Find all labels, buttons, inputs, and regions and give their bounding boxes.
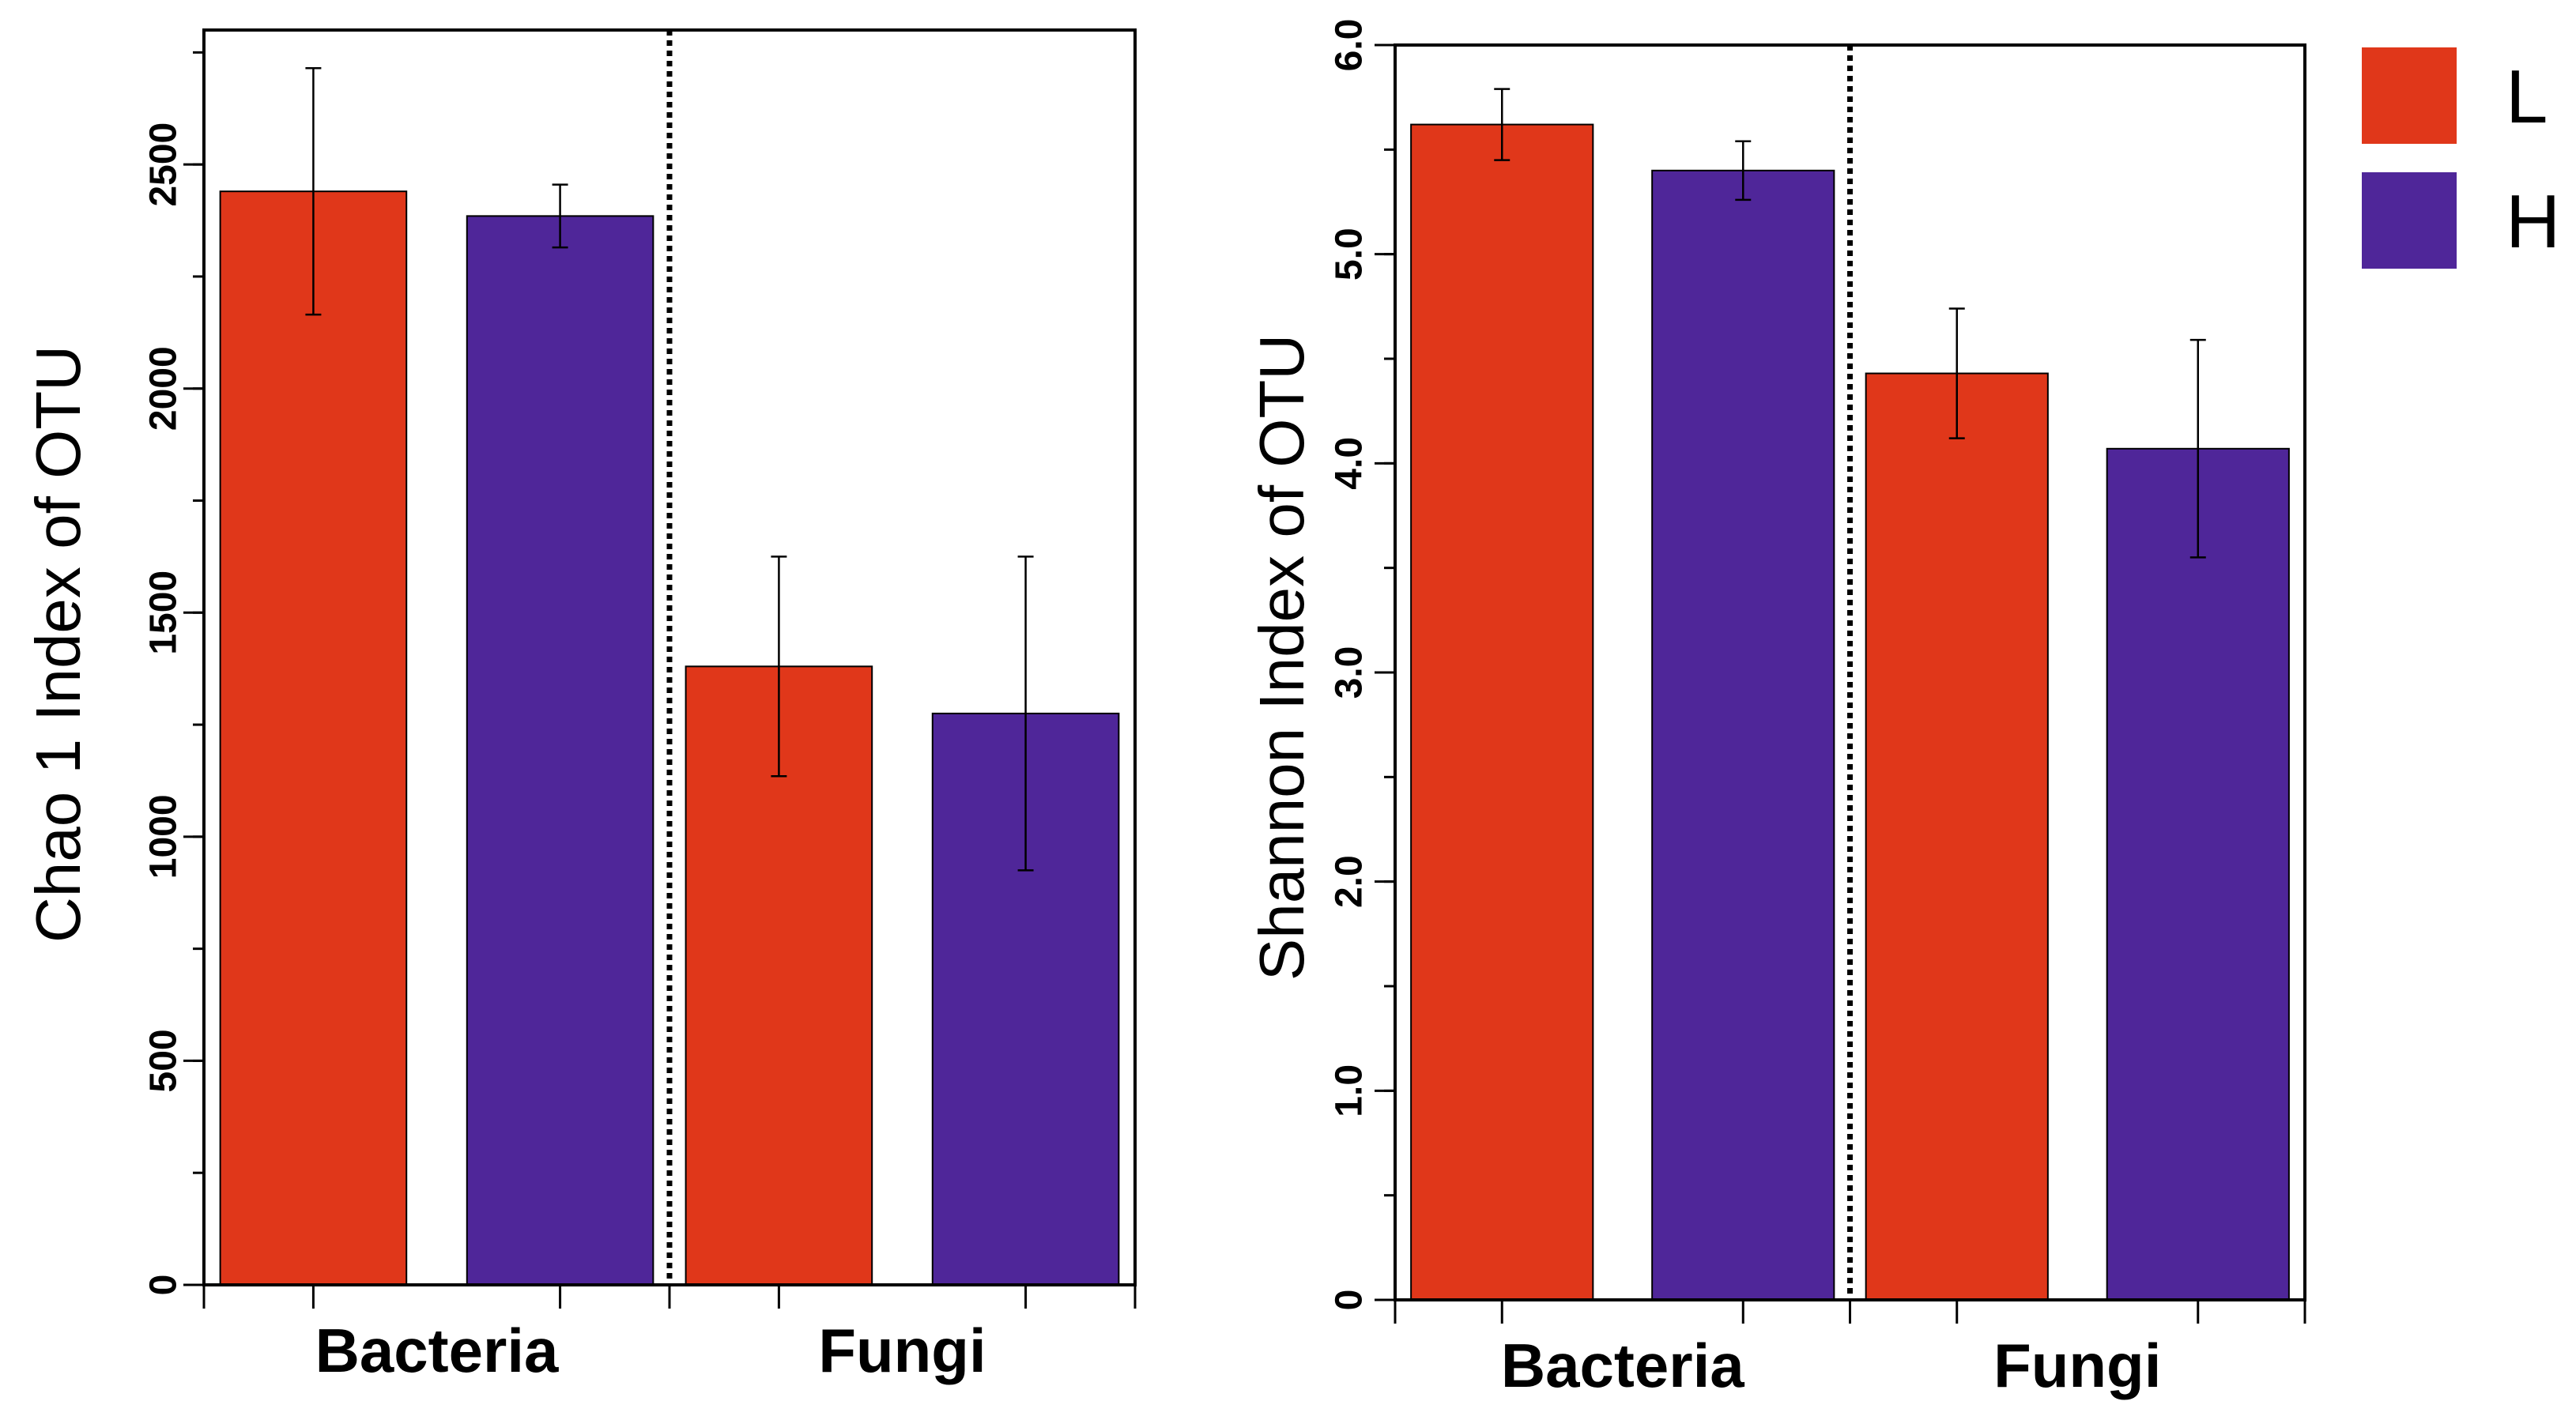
- y-tick-label: 1.0: [1329, 1064, 1371, 1117]
- plot-frame: [1394, 43, 2306, 1301]
- chao1-chart: 0 500 1000 1500 2000 2500 Chao 1 Index of OTU B…: [23, 28, 1137, 1385]
- legend-swatch-L: [2362, 47, 2457, 144]
- plot-frame: [202, 28, 1137, 1286]
- bar-H-bacteria: [466, 215, 654, 1286]
- y-tick-label: 3.0: [1329, 646, 1371, 699]
- y-tick-label: 2500: [143, 122, 185, 207]
- y-tick-label: 6.0: [1329, 19, 1371, 72]
- bar-H-bacteria: [1651, 169, 1835, 1301]
- x-tick-label-bacteria: Bacteria: [1501, 1331, 1744, 1400]
- y-tick-label: 5.0: [1329, 228, 1371, 281]
- y-tick-label: 2.0: [1329, 855, 1371, 908]
- y-tick-label: 0: [143, 1275, 185, 1296]
- shannon-chart: 0 1.0 2.0 3.0 4.0 5.0 6.0 Shannon Index of OTU B…: [1247, 19, 2306, 1400]
- legend-label-L: L: [2506, 55, 2548, 139]
- y-tick-label: 0: [1329, 1290, 1371, 1311]
- bar-H-fungi: [2106, 447, 2290, 1301]
- legend-label-H: H: [2506, 179, 2560, 264]
- y-axis-label: Shannon Index of OTU: [1247, 334, 1317, 981]
- x-tick-label-fungi: Fungi: [818, 1316, 986, 1385]
- y-tick-label: 1000: [143, 794, 185, 879]
- x-tick-label-fungi: Fungi: [1993, 1331, 2161, 1400]
- legend: LH: [2362, 47, 2560, 269]
- y-tick-label: 4.0: [1329, 437, 1371, 490]
- x-tick-label-bacteria: Bacteria: [315, 1316, 559, 1385]
- bar-L-fungi: [1865, 372, 2049, 1301]
- y-tick-label: 2000: [143, 346, 185, 431]
- y-axis-label: Chao 1 Index of OTU: [23, 345, 93, 943]
- bar-L-bacteria: [219, 190, 408, 1286]
- bar-L-bacteria: [1410, 123, 1594, 1301]
- y-tick-label: 1500: [143, 571, 185, 655]
- y-tick-label: 500: [143, 1029, 185, 1092]
- legend-swatch-H: [2362, 172, 2457, 269]
